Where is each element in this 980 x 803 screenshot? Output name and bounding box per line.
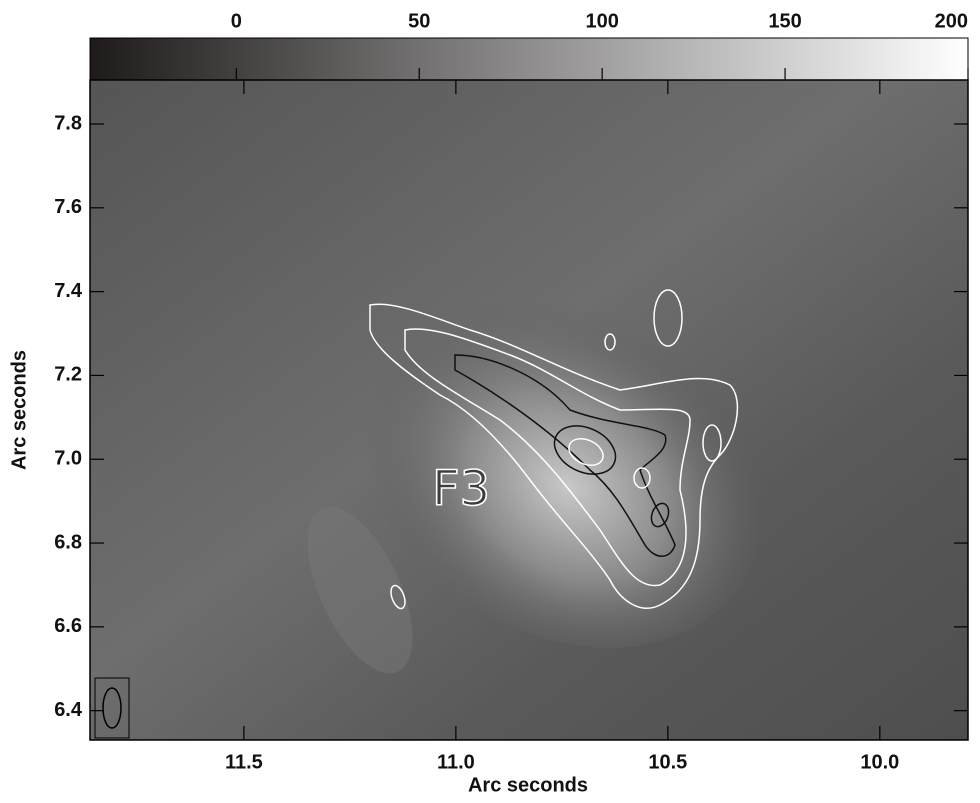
x-tick-label: 11.5 xyxy=(225,751,263,773)
y-tick-label: 7.4 xyxy=(54,280,83,302)
y-tick-label: 7.6 xyxy=(54,196,82,218)
y-tick-label: 6.8 xyxy=(54,531,82,553)
annotation: F3 xyxy=(432,461,490,517)
y-tick-label: 6.4 xyxy=(54,699,83,721)
colorbar-tick-label: 50 xyxy=(408,10,430,32)
x-tick-label: 10.0 xyxy=(860,751,899,773)
image xyxy=(90,80,968,740)
colorbar xyxy=(89,37,969,81)
y-axis-label: Arc seconds xyxy=(8,350,30,470)
beam xyxy=(102,687,122,729)
beam-box xyxy=(94,677,130,739)
y-tick-label: 6.6 xyxy=(54,615,82,637)
x-tick-label: 10.5 xyxy=(648,751,687,773)
colorbar-tick-label: 0 xyxy=(231,10,242,32)
x-tick-label: 11.0 xyxy=(437,751,475,773)
colorbar-tick-label: 200 xyxy=(935,10,968,32)
colorbar-tick-label: 100 xyxy=(585,10,618,32)
x-axis-label: Arc seconds xyxy=(468,774,588,796)
colorbar-tick-label: 150 xyxy=(768,10,801,32)
y-tick-label: 7.8 xyxy=(54,112,82,134)
y-tick-label: 7.0 xyxy=(54,448,82,470)
y-tick-label: 7.2 xyxy=(54,364,82,386)
plot-frame xyxy=(89,79,969,741)
